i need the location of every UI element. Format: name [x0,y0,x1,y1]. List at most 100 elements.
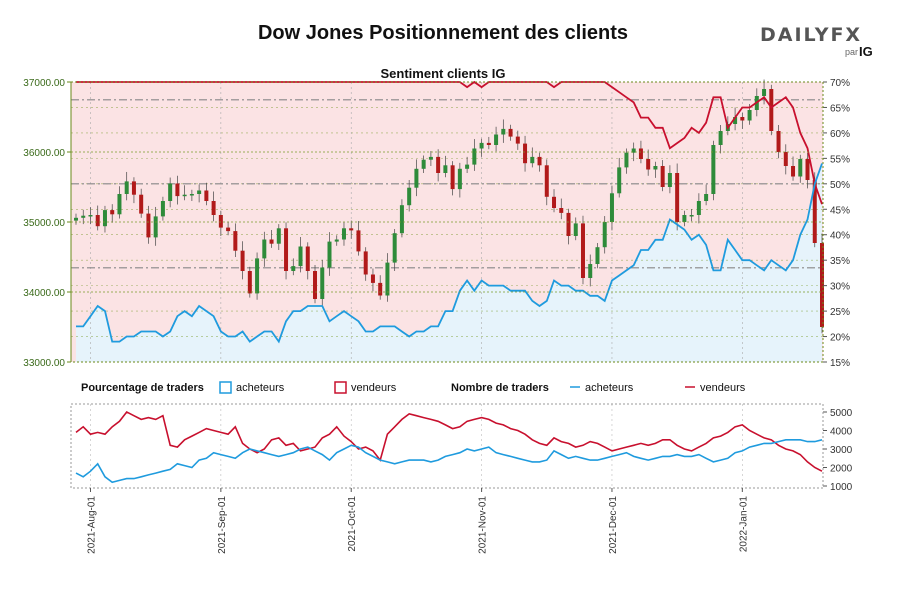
percent-tick-label: 70% [830,78,850,89]
candle-body [247,271,252,294]
candle-body [269,239,274,244]
candle-body [805,159,810,180]
candle-body [189,194,194,196]
percent-tick-label: 60% [830,129,850,140]
candle-body [465,164,470,169]
candle-body [226,227,231,232]
candle-body [689,215,694,217]
candle-body [704,194,709,201]
candle-body [334,239,339,242]
candle-body [508,128,513,137]
candle-body [153,216,158,238]
candle-body [407,187,412,206]
candle-body [711,145,716,194]
candle-body [682,215,687,222]
percent-tick-label: 45% [830,205,850,216]
count-panel-grid [90,404,743,488]
candle-body [385,262,390,296]
candle-body [204,190,209,201]
candle-body [146,213,151,238]
candle-body [218,215,223,228]
candle-body [653,166,658,170]
candle-body [486,142,491,145]
candle-body [559,208,564,213]
candle-body [117,194,122,215]
candle-body [812,180,817,243]
candle-body [74,217,78,221]
candle-body [428,156,433,160]
candle-body [197,190,202,194]
candle-body [769,89,774,131]
price-tick-label: 34000.00 [23,288,65,299]
candle-body [102,210,107,227]
percent-tick-label: 30% [830,282,850,293]
percent-tick-label: 55% [830,154,850,165]
candle-body [544,165,549,197]
candle-body [363,251,368,275]
percent-tick-label: 65% [830,103,850,114]
candle-body [88,215,93,217]
percent-tick-label: 20% [830,333,850,344]
candle-body [783,152,788,166]
candle-body [124,181,129,194]
candle-body [168,183,173,201]
candle-body [370,274,375,283]
candle-body [624,152,629,168]
logo-ig: IG [859,44,873,59]
candle-body [660,166,665,187]
candle-body [501,128,506,135]
legend-pct-sellers-swatch [334,381,347,394]
candle-body [573,223,578,236]
candle-body [291,266,296,271]
legend-count-title: Nombre de traders [451,382,549,394]
candle-body [414,168,419,188]
buyers-count-line [75,439,823,484]
candle-body [327,241,332,268]
candle-body [820,243,824,327]
candle-body [240,250,245,271]
sentiment-subtitle: Sentiment clients IG [381,66,506,81]
percent-tick-label: 25% [830,307,850,318]
candle-body [182,194,187,197]
candle-body [747,110,752,121]
candle-body [450,165,455,190]
dailyfx-logo: DAILYFX par IG [760,24,873,64]
legend-pct-title: Pourcentage de traders [81,382,204,394]
candle-body [392,233,397,263]
candle-body [595,247,600,264]
candle-body [349,228,354,231]
candle-body [566,212,571,236]
candle-body [523,143,528,164]
candle-body [515,136,520,144]
date-tick-label: 2021-Aug-01 [86,496,97,554]
count-tick-label: 1000 [830,482,853,493]
price-candles [74,79,824,334]
candle-body [457,168,462,190]
legend-pct-buyers-swatch [219,381,232,394]
candle-body [494,134,499,145]
count-tick-label: 2000 [830,464,853,475]
candle-body [436,156,441,173]
candle-body [609,193,614,222]
candle-body [667,173,672,187]
candle-body [733,117,738,124]
price-tick-label: 35000.00 [23,218,65,229]
candle-body [696,201,701,215]
count-lines [75,410,823,484]
candle-body [675,173,680,222]
price-tick-label: 37000.00 [23,78,65,89]
candle-body [588,264,593,278]
candle-body [537,156,542,166]
candle-body [580,223,585,278]
candle-body [718,131,723,145]
logo-par: par [845,47,859,57]
price-tick-label: 33000.00 [23,358,65,369]
percent-axis: 15% 20% 25% 30% 35% 40% 45% 50% 55% 60% 65% 70% [823,78,850,369]
percent-tick-label: 40% [830,231,850,242]
legend-pct-buyers: acheteurs [236,382,285,394]
candle-body [479,142,484,149]
candle-body [617,167,622,194]
count-axis: 1000 2000 3000 4000 5000 [823,408,853,493]
date-tick-label: 2021-Sep-01 [217,496,228,554]
